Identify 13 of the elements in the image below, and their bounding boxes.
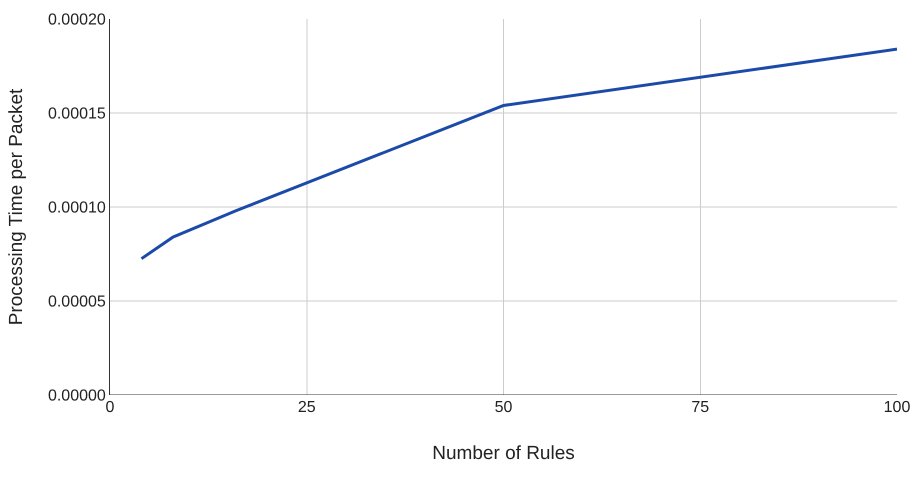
y-tick-label: 0.00015 [48,106,106,123]
y-tick-label: 0.00005 [48,294,106,311]
x-axis-title: Number of Rules [432,442,575,464]
line-series [140,48,897,260]
x-tick-label: 100 [884,399,910,416]
x-tick-label: 50 [494,399,512,416]
y-tick-label: 0.00010 [48,200,106,217]
x-tick-label: 25 [298,399,316,416]
y-tick-label: 0.00000 [48,388,106,405]
y-tick-label: 0.00020 [48,12,106,29]
y-axis-title: Processing Time per Packet [6,88,27,326]
x-tick-label: 0 [106,399,115,416]
x-tick-label: 75 [691,399,710,416]
